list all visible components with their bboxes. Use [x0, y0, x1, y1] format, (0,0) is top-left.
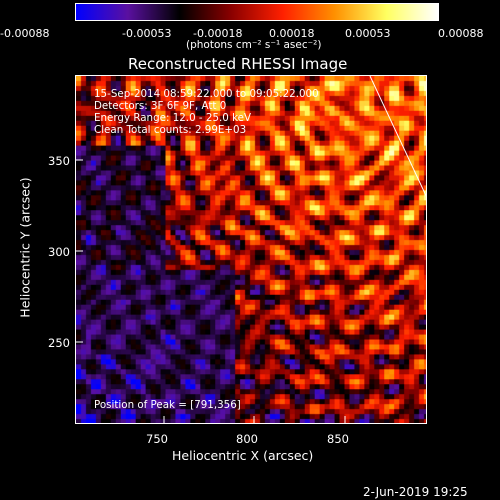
colorbar-tick-6: 0.00088	[438, 27, 484, 40]
peak-position-text: Position of Peak = [791,356]	[94, 399, 241, 411]
colorbar-tick-5: 0.00053	[345, 27, 391, 40]
limb-line	[369, 76, 426, 197]
x-axis-title: Heliocentric X (arcsec)	[172, 448, 314, 463]
plot-title: Reconstructed RHESSI Image	[128, 55, 348, 73]
colorbar	[75, 3, 439, 21]
x-tick-800: 800	[236, 432, 258, 446]
timestamp: 2-Jun-2019 19:25	[363, 485, 468, 499]
colorbar-tick-4: 0.00018	[269, 27, 315, 40]
y-axis-title: Heliocentric Y (arcsec)	[17, 177, 33, 318]
y-tick-300: 300	[48, 245, 70, 259]
detectors-text: Detectors: 3F 6F 9F, Att 0	[94, 100, 227, 112]
image-plot-area: 15-Sep-2014 08:59:22.000 to 09:05:22.000…	[75, 75, 427, 424]
y-tick-250: 250	[48, 336, 70, 350]
x-tick-850: 850	[327, 432, 349, 446]
time-range-text: 15-Sep-2014 08:59:22.000 to 09:05:22.000	[94, 88, 319, 100]
colorbar-unit-label: (photons cm⁻² s⁻¹ asec⁻²)	[186, 39, 322, 51]
colorbar-tick-2: -0.00053	[122, 27, 172, 40]
counts-text: Clean Total counts: 2.99E+03	[94, 124, 247, 136]
heatmap-image	[76, 76, 426, 423]
x-tick-750: 750	[146, 432, 168, 446]
energy-range-text: Energy Range: 12.0 - 25.0 keV	[94, 112, 252, 124]
y-tick-350: 350	[48, 154, 70, 168]
colorbar-tick-3: -0.00018	[193, 27, 243, 40]
colorbar-tick-1: -0.00088	[0, 27, 50, 40]
